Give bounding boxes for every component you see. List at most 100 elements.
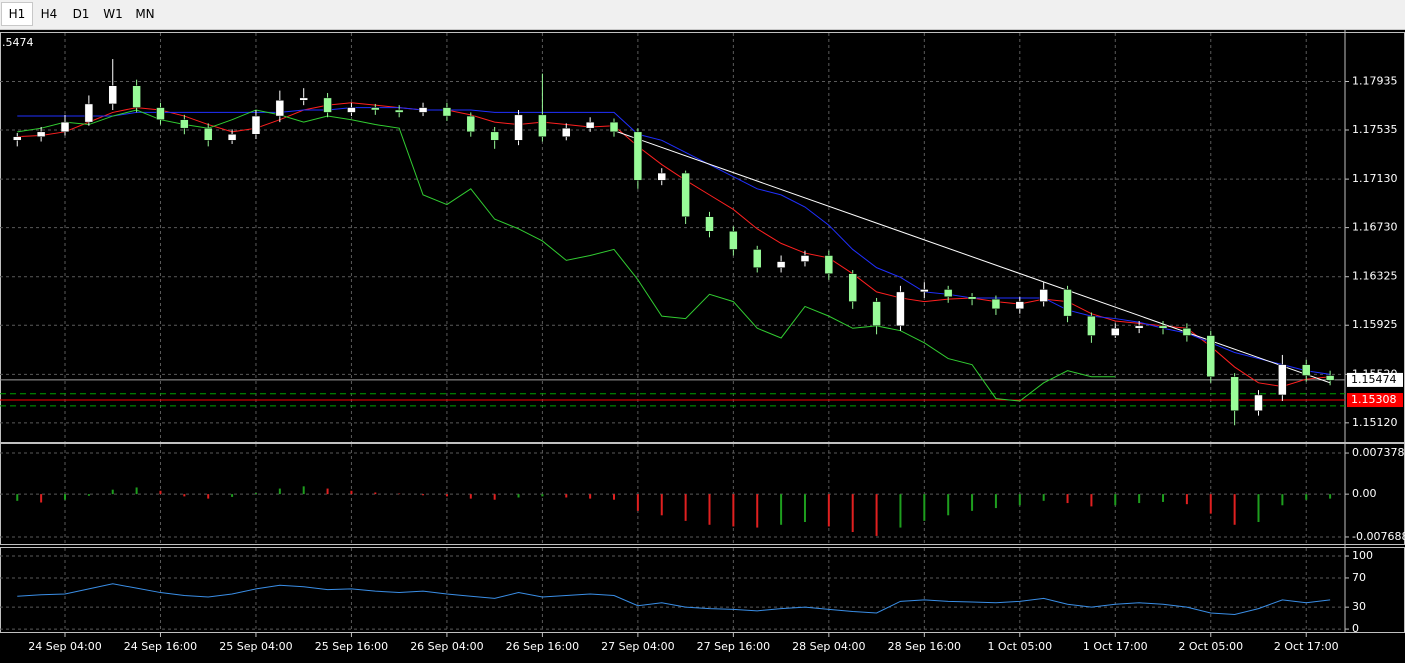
indicator-line (17, 102, 1331, 387)
candle-body (585, 121, 595, 129)
candle-body (156, 107, 165, 120)
candle-body (896, 291, 905, 327)
candle-body (323, 97, 332, 113)
candle-body (1087, 315, 1096, 336)
candle-body (1063, 289, 1072, 317)
y-tick-label: 0.007378 (1352, 446, 1405, 459)
x-tick-label: 2 Oct 17:00 (1274, 640, 1339, 653)
candle-body (800, 255, 810, 262)
candle-body (490, 131, 499, 141)
candle-body (180, 119, 189, 129)
timeframe-button[interactable]: H1 (1, 2, 33, 26)
candle-body (108, 85, 117, 105)
candle-body (705, 216, 714, 232)
timeframe-button[interactable]: D1 (72, 7, 90, 21)
candle-body (394, 109, 404, 113)
candle-body (466, 115, 476, 133)
candle-body (1039, 289, 1048, 302)
indicator-line (17, 109, 1116, 402)
chart: 24 Sep 04:00 24 Sep 16:00 25 Sep 04:00 25 S… (0, 30, 1405, 663)
candle-body (84, 103, 94, 123)
candle-body (1182, 328, 1192, 336)
candle-body (347, 107, 356, 113)
candle-body (442, 107, 452, 117)
candle-body (1206, 335, 1216, 378)
x-tick-label: 2 Oct 05:00 (1178, 640, 1243, 653)
candle-body (991, 298, 1001, 310)
candle-body (920, 289, 929, 293)
x-tick-label: 27 Sep 04:00 (601, 640, 674, 653)
y-tick-label: 1.16730 (1352, 221, 1398, 234)
y-tick-label: 0.00 (1352, 487, 1377, 500)
timeframe-button[interactable]: H4 (40, 7, 58, 21)
candle-body (562, 127, 571, 137)
candle-body (1230, 376, 1239, 411)
candle-body (633, 131, 643, 181)
candle-body (514, 114, 523, 141)
candle-body (1301, 364, 1311, 376)
x-tick-label: 1 Oct 05:00 (987, 640, 1052, 653)
candle-body (251, 115, 261, 135)
candle-body (275, 100, 285, 117)
candle-body (1278, 364, 1287, 396)
x-tick-label: 24 Sep 04:00 (28, 640, 101, 653)
candle-body (1254, 394, 1263, 411)
x-tick-label: 24 Sep 16:00 (124, 640, 197, 653)
candle-body (657, 172, 666, 181)
y-tick-label: 100 (1352, 549, 1373, 562)
candle-body (681, 172, 690, 217)
candle-body (36, 131, 46, 137)
candle-body (371, 107, 380, 111)
y-tick-label: -0.007688 (1352, 530, 1405, 543)
y-tick-label: 1.17130 (1352, 172, 1398, 185)
y-tick-label: 1.16325 (1352, 270, 1398, 283)
price-box (1347, 393, 1403, 408)
candle-body (227, 133, 237, 141)
candle-body (60, 121, 70, 133)
x-tick-label: 26 Sep 04:00 (410, 640, 483, 653)
candle-body (418, 107, 428, 113)
x-tick-label: 26 Sep 16:00 (506, 640, 579, 653)
candle-body (299, 97, 308, 101)
candle-body (729, 231, 738, 250)
candle-body (752, 249, 762, 268)
x-tick-label: 25 Sep 04:00 (219, 640, 292, 653)
candle-body (824, 255, 834, 274)
y-tick-label: 1.17935 (1352, 75, 1398, 88)
x-tick-label: 25 Sep 16:00 (315, 640, 388, 653)
candle-body (1111, 328, 1120, 336)
candle-body (872, 301, 881, 327)
candle-body (132, 85, 141, 108)
x-tick-label: 1 Oct 17:00 (1083, 640, 1148, 653)
candle-body (967, 296, 977, 300)
timeframe-button[interactable]: W1 (103, 7, 123, 21)
y-tick-label: 1.15925 (1352, 318, 1398, 331)
candle-body (609, 121, 619, 133)
y-tick-label: 30 (1352, 600, 1366, 613)
timeframe-button[interactable]: MN (135, 7, 155, 21)
x-tick-label: 27 Sep 16:00 (697, 640, 770, 653)
candle-body (943, 289, 953, 297)
price-label: 1.15474 (1351, 373, 1397, 386)
y-tick-label: 70 (1352, 571, 1366, 584)
price-box (1347, 372, 1403, 387)
toolbar: H1 H4 D1 W1 MN (0, 0, 1405, 30)
candle-body (848, 273, 857, 302)
y-tick-label: 1.15120 (1352, 416, 1398, 429)
y-tick-label: 0 (1352, 622, 1359, 635)
x-tick-label: 28 Sep 16:00 (888, 640, 961, 653)
candle-body (1158, 325, 1168, 329)
corner-label: .5474 (2, 36, 34, 49)
price-label: 1.15308 (1351, 393, 1397, 406)
candle-body (1015, 301, 1025, 310)
candle-body (776, 261, 786, 268)
x-tick-label: 28 Sep 04:00 (792, 640, 865, 653)
candle-body (13, 136, 22, 141)
candle-body (203, 127, 213, 141)
indicator-line (17, 107, 1331, 375)
candle-body (538, 114, 547, 137)
oscillator-line (17, 583, 1331, 615)
candle-body (1325, 375, 1335, 381)
y-tick-label: 1.17535 (1352, 123, 1398, 136)
